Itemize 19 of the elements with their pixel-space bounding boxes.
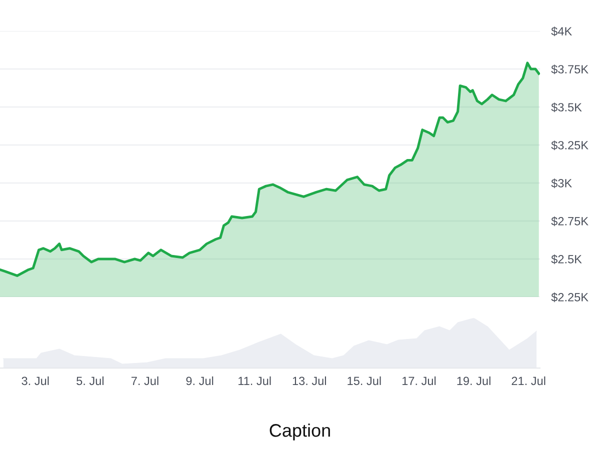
y-tick-label: $3.25K: [551, 140, 588, 150]
x-tick-label: 9. Jul: [186, 376, 214, 386]
y-tick-label: $2.75K: [551, 216, 588, 226]
x-tick-label: 11. Jul: [238, 376, 271, 386]
x-tick-label: 21. Jul: [512, 376, 546, 386]
x-tick-label: 17. Jul: [402, 376, 436, 386]
x-tick-label: 5. Jul: [76, 376, 104, 386]
y-tick-label: $3K: [551, 178, 572, 188]
x-tick-label: 7. Jul: [131, 376, 158, 386]
x-tick-label: 15. Jul: [348, 376, 381, 386]
y-tick-label: $4K: [551, 26, 572, 36]
y-tick-label: $3.5K: [551, 102, 582, 112]
y-tick-label: $2.5K: [551, 254, 582, 264]
text: Caption: [270, 424, 330, 440]
x-tick-label: 3. Jul: [22, 376, 49, 386]
x-tick-label: 19. Jul: [457, 376, 490, 386]
x-tick-label: 13. Jul: [292, 376, 326, 386]
y-tick-label: $2.25K: [551, 292, 588, 302]
y-tick-label: $3.75K: [551, 64, 588, 74]
